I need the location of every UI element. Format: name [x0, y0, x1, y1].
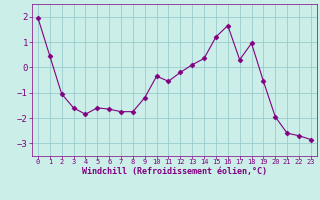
X-axis label: Windchill (Refroidissement éolien,°C): Windchill (Refroidissement éolien,°C) [82, 167, 267, 176]
